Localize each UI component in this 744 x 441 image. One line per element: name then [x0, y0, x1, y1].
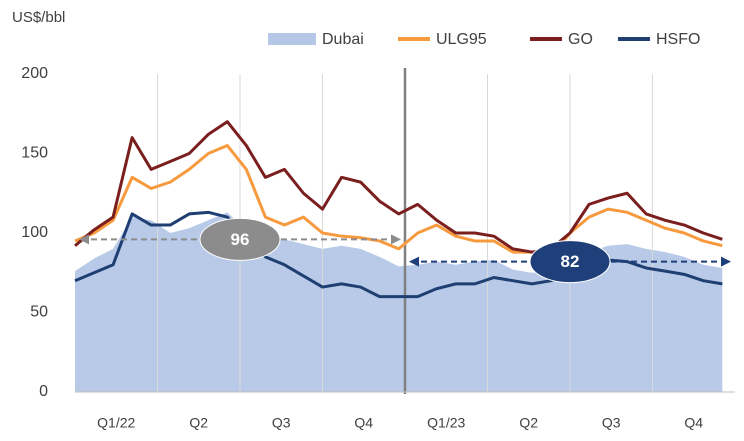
line [74, 120, 723, 254]
x-tick-label: Q2 [519, 415, 538, 431]
y-axis-label: US$/bbl [12, 9, 65, 26]
legend-label: HSFO [656, 31, 700, 48]
legend-label: Dubai [322, 31, 364, 48]
x-tick-label: Q4 [354, 415, 373, 431]
x-tick-label: Q4 [684, 415, 703, 431]
average-label: 96 [231, 230, 250, 249]
y-tick-label: 0 [39, 383, 48, 400]
legend-swatch [268, 33, 316, 45]
y-tick-label: 50 [30, 304, 48, 321]
x-tick-label: Q2 [189, 415, 208, 431]
legend-label: GO [568, 31, 593, 48]
x-tick-label: Q1/22 [97, 415, 135, 431]
average-badge [199, 217, 281, 261]
y-tick-label: 100 [21, 224, 48, 241]
x-tick-label: Q3 [602, 415, 621, 431]
y-tick-label: 200 [21, 65, 48, 82]
average-badge [529, 240, 611, 284]
y-tick-label: 150 [21, 145, 48, 162]
line [74, 144, 723, 259]
average-label: 82 [561, 252, 580, 271]
x-tick-label: Q1/23 [427, 415, 465, 431]
x-tick-label: Q3 [272, 415, 291, 431]
legend-label: ULG95 [436, 31, 487, 48]
